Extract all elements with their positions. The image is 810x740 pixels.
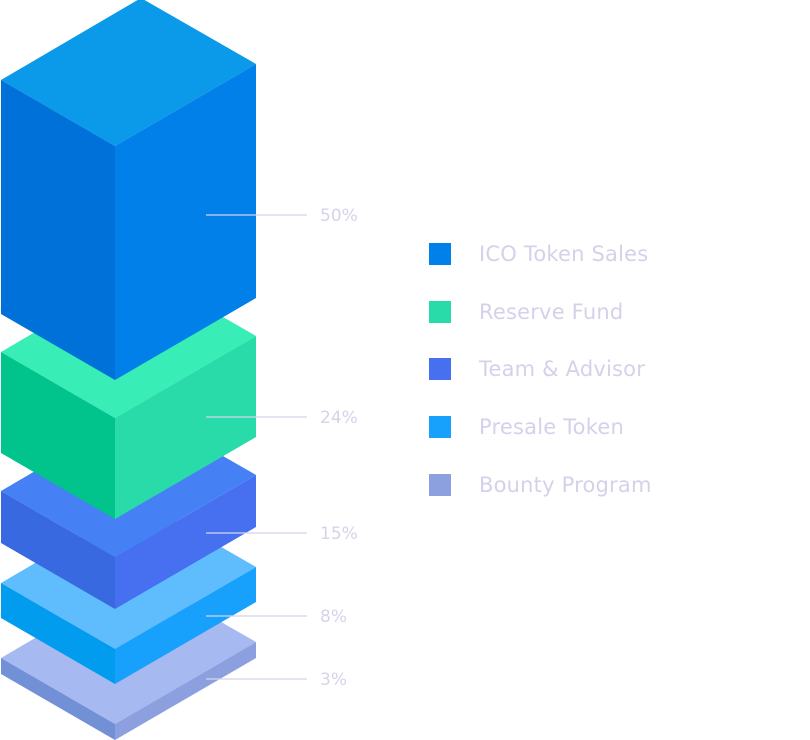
value-label: 8%: [320, 607, 347, 627]
value-label: 24%: [320, 408, 358, 428]
legend-label: ICO Token Sales: [479, 242, 649, 266]
legend-label: Bounty Program: [479, 472, 652, 497]
value-label: 50%: [320, 206, 358, 226]
legend-item-team-advisor: Team & Advisor: [429, 357, 652, 382]
block-left-face: [1, 352, 115, 519]
block-left-face: [1, 491, 115, 609]
legend-swatch: [429, 416, 451, 439]
block-right-face: [115, 475, 256, 609]
legend-swatch: [429, 473, 451, 496]
legend-item-bounty-program: Bounty Program: [429, 472, 652, 497]
block-right-face: [115, 642, 256, 740]
legend-swatch: [429, 243, 451, 265]
legend-swatch: [429, 300, 451, 323]
value-label: 3%: [320, 670, 347, 690]
block-left-face: [1, 583, 115, 684]
block-right-face: [115, 336, 256, 519]
block-right-face: [115, 64, 256, 380]
legend-label: Reserve Fund: [479, 299, 624, 324]
block-left-face: [1, 658, 115, 740]
block-top-face: [1, 0, 256, 146]
value-label: 15%: [320, 524, 358, 544]
legend-item-presale-token: Presale Token: [429, 415, 652, 440]
block-right-face: [115, 567, 256, 684]
legend-item-ico-token-sales: ICO Token Sales: [429, 242, 652, 266]
legend-label: Team & Advisor: [479, 357, 646, 382]
block-left-face: [1, 80, 115, 380]
legend-swatch: [429, 358, 451, 381]
legend: ICO Token Sales Reserve Fund Team & Advi…: [429, 242, 652, 531]
block-ico-token-sales: [1, 0, 256, 380]
legend-item-reserve-fund: Reserve Fund: [429, 299, 652, 324]
legend-label: Presale Token: [479, 415, 624, 440]
